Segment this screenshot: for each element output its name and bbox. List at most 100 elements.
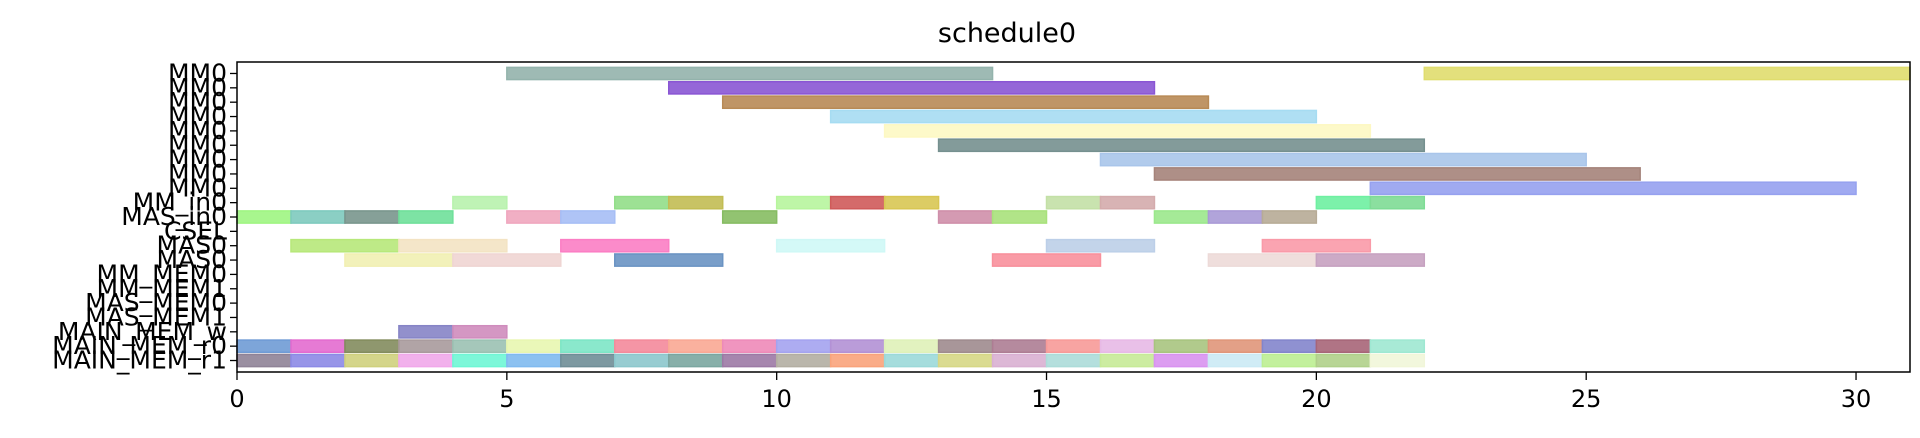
gantt-bar: [883, 353, 940, 368]
x-tick-label: 10: [761, 385, 792, 413]
gantt-bar: [290, 339, 346, 354]
gantt-bar: [883, 195, 940, 210]
gantt-bar: [1153, 339, 1210, 354]
gantt-bar: [236, 353, 292, 368]
gantt-bar: [1099, 353, 1156, 368]
gantt-bar: [775, 238, 886, 253]
y-tick-label: MM0: [168, 58, 227, 87]
y-axis: MM0MM0MM0MM0MM0MM0MM0MM0MM0MM_in0MAS_in0…: [52, 58, 237, 375]
gantt-bar: [1045, 339, 1102, 354]
gantt-bar: [721, 353, 778, 368]
gantt-bar: [829, 353, 886, 368]
x-axis: 0 5 10 15 20 25 30: [229, 372, 1871, 413]
gantt-bar: [1369, 353, 1426, 368]
y-tick-label: MAS_MEM0: [85, 288, 227, 317]
gantt-bar: [1099, 195, 1156, 210]
gantt-bar: [398, 324, 454, 339]
y-tick-label: MAS_in0: [121, 202, 227, 231]
gantt-bar: [937, 339, 994, 354]
gantt-bar: [991, 210, 1048, 224]
gantt-bar: [452, 253, 562, 267]
gantt-bar: [1369, 195, 1426, 210]
gantt-bar: [829, 339, 886, 354]
gantt-bar: [452, 339, 508, 354]
gantt-bar: [344, 253, 454, 267]
x-tick-label: 25: [1571, 385, 1602, 413]
gantt-bar: [721, 95, 1210, 110]
y-tick-label: MM0: [168, 116, 227, 145]
gantt-bar: [344, 210, 400, 224]
gantt-bar: [1315, 195, 1372, 210]
y-tick-label: MM0: [168, 159, 227, 188]
gantt-bar: [1045, 353, 1102, 368]
gantt-bar: [560, 339, 616, 354]
gantt-bar: [1261, 339, 1318, 354]
gantt-bar: [1423, 66, 1911, 81]
gantt-bar: [344, 339, 400, 354]
gantt-bar: [937, 210, 994, 224]
plot-frame: [236, 61, 1911, 373]
gantt-bar: [883, 124, 1372, 138]
gantt-bar: [1099, 152, 1587, 167]
gantt-bar: [991, 339, 1048, 354]
gantt-bar: [290, 353, 346, 368]
gantt-bar: [1315, 339, 1372, 354]
gantt-bar: [1207, 339, 1264, 354]
gantt-bar: [883, 339, 940, 354]
y-tick-label: MAIN_MEM_r0: [52, 331, 227, 360]
chart-title: schedule0: [938, 18, 1076, 49]
gantt-bar: [775, 195, 832, 210]
y-tick-label: MM_in0: [133, 188, 227, 217]
x-tick-label: 30: [1841, 385, 1872, 413]
gantt-bar: [1261, 210, 1318, 224]
gantt-bar: [667, 339, 724, 354]
gantt-bar: [1315, 353, 1372, 368]
gantt-bar: [667, 80, 1156, 95]
gantt-bar: [290, 238, 400, 253]
gantt-bar: [775, 339, 832, 354]
gantt-bar: [1207, 210, 1264, 224]
gantt-bar: [1369, 181, 1857, 196]
gantt-bar: [290, 210, 346, 224]
gantt-bar: [937, 138, 1426, 153]
gantt-bar: [1369, 339, 1426, 354]
gantt-bar: [398, 339, 454, 354]
gantt-bar: [560, 353, 616, 368]
gantt-bar: [506, 339, 562, 354]
gantt-bar: [452, 195, 508, 210]
gantt-bar: [721, 339, 778, 354]
y-tick-label: MM0: [168, 145, 227, 174]
gantt-bar: [667, 195, 724, 210]
gantt-bar: [560, 238, 670, 253]
gantt-bar: [1153, 210, 1210, 224]
gantt-bar: [1153, 353, 1210, 368]
y-tick-label: MM_MEM0: [97, 259, 227, 288]
y-tick-label: MM0: [168, 102, 227, 131]
gantt-bar: [991, 253, 1102, 267]
gantt-bar: [1153, 167, 1641, 181]
gantt-bar: [398, 238, 508, 253]
y-tick-label: MM0: [168, 73, 227, 102]
gantt-bar: [1315, 253, 1426, 267]
gantt-bar: [1207, 253, 1318, 267]
y-tick-label: CSEL: [164, 216, 227, 245]
gantt-bar: [775, 353, 832, 368]
y-tick-label: MM_MEM1: [97, 274, 227, 303]
gantt-bar: [506, 353, 562, 368]
gantt-bar: [398, 353, 454, 368]
gantt-bar: [452, 353, 508, 368]
gantt-bar: [614, 195, 670, 210]
gantt-bar: [1045, 195, 1102, 210]
y-tick-label: MAIN_MEM_w: [58, 317, 227, 346]
gantt-bar: [614, 353, 670, 368]
gantt-bar: [1099, 339, 1156, 354]
gantt-bar: [1261, 238, 1372, 253]
x-tick-label: 20: [1301, 385, 1332, 413]
gantt-bar: [560, 210, 616, 224]
x-tick-label: 0: [229, 385, 244, 413]
y-tick-label: MAS0: [157, 231, 227, 260]
x-tick-label: 5: [499, 385, 514, 413]
y-tick-label: MM0: [168, 173, 227, 202]
gantt-bar: [1045, 238, 1156, 253]
